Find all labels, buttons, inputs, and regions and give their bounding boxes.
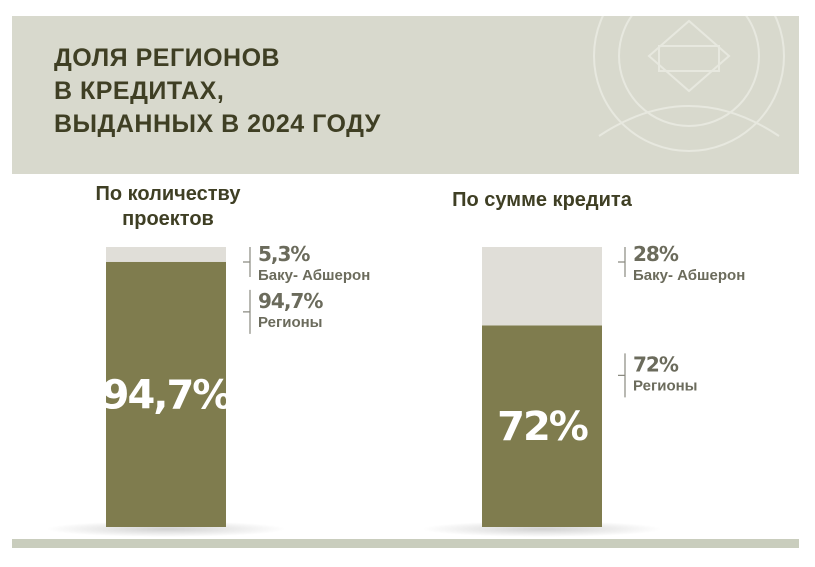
chart-by-project-count: По количествупроектов94,7%Регионы5,3%Бак…: [46, 183, 370, 537]
segment-name-label: Баку- Абшерон: [633, 267, 745, 284]
segment-percent-label: 72%: [633, 352, 679, 376]
label-leader-line: [243, 247, 251, 277]
label-leader-line: [618, 247, 626, 277]
label-leader-line: [618, 353, 626, 398]
header-banner: ДОЛЯ РЕГИОНОВ В КРЕДИТАХ, ВЫДАННЫХ В 202…: [12, 16, 799, 174]
segment-name-label: Регионы: [633, 377, 697, 394]
bar-inner-value-label: 72%: [497, 404, 588, 450]
bar-segment-baku-absheron: [482, 247, 602, 326]
segment-percent-label: 5,3%: [258, 242, 310, 266]
page-title: ДОЛЯ РЕГИОНОВ В КРЕДИТАХ, ВЫДАННЫХ В 202…: [54, 42, 381, 141]
title-line: ВЫДАННЫХ В 2024 ГОДУ: [54, 110, 381, 138]
bar-segment-regions: [482, 325, 602, 527]
bar-inner-value-label: 94,7%: [102, 372, 232, 418]
chart-title: По сумме кредита: [452, 189, 633, 211]
bottom-divider-bar: [12, 539, 799, 548]
bar-segment-regions: [106, 261, 226, 527]
chart-title: По количеству: [96, 183, 242, 205]
segment-name-label: Регионы: [258, 314, 322, 331]
title-line: В КРЕДИТАХ,: [54, 77, 225, 105]
segment-name-label: Баку- Абшерон: [258, 267, 370, 284]
title-line: ДОЛЯ РЕГИОНОВ: [54, 44, 281, 72]
emblem-watermark-icon: [593, 16, 785, 152]
bar-segment-baku-absheron: [106, 247, 226, 262]
label-leader-line: [243, 289, 251, 334]
segment-percent-label: 28%: [633, 242, 679, 266]
segment-percent-label: 94,7%: [258, 289, 323, 313]
chart-title: проектов: [122, 208, 214, 230]
